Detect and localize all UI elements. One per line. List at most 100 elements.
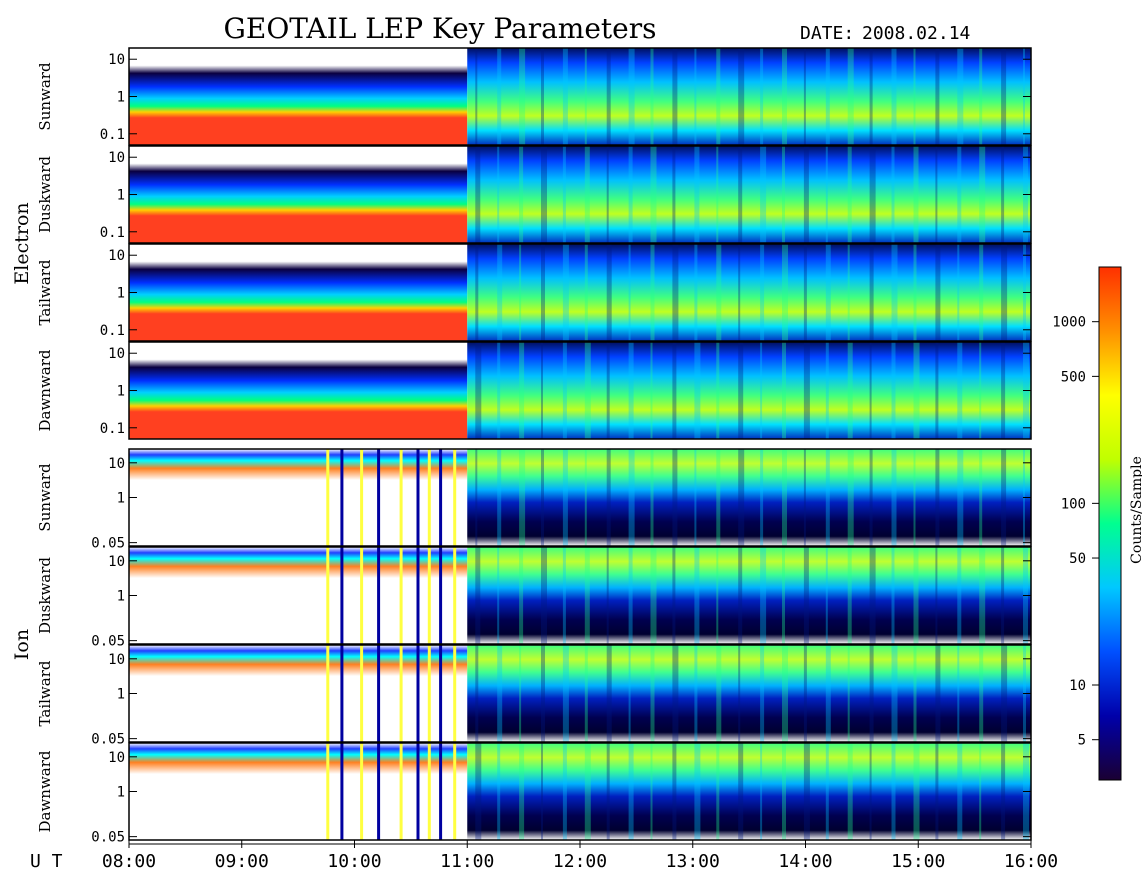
spectrum-streak xyxy=(738,146,743,243)
group-label-electron: Electron xyxy=(11,202,33,284)
spectrum-streak xyxy=(716,547,719,644)
spectrum-streak xyxy=(913,645,917,742)
spectrum-streak xyxy=(891,547,895,644)
spectrum-streak xyxy=(913,342,920,439)
spectrum-gap xyxy=(427,449,431,546)
spectrum-streak xyxy=(957,244,960,341)
spectrum-gap xyxy=(326,645,330,742)
spectrum-streak xyxy=(891,645,898,742)
spectrum-streak xyxy=(541,48,544,145)
spectrum-gap xyxy=(453,645,457,742)
y-tick-label: 0.1 xyxy=(100,323,125,339)
spectrum-streak xyxy=(672,449,678,546)
spectrum-streak xyxy=(803,743,810,840)
spectrum-streak xyxy=(628,449,635,546)
spectrum-streak xyxy=(738,449,745,546)
spectrum-streak xyxy=(957,48,964,145)
spectrum-streak xyxy=(694,449,697,546)
figure-title: GEOTAIL LEP Key Parameters xyxy=(224,12,657,45)
spectrum-streak xyxy=(628,645,631,742)
colorbar-ticks: 5 10 50 100 500 1000 xyxy=(1052,315,1099,749)
y-tick-label: 1 xyxy=(117,589,125,605)
spectrum-streak xyxy=(562,244,569,341)
spectrum-streak xyxy=(519,449,526,546)
spectrum-streak xyxy=(913,244,917,341)
spectrum-region-quiet xyxy=(129,342,468,439)
spectrum-streak xyxy=(694,645,698,742)
spectrum-streak xyxy=(935,449,940,546)
spectrum-streak xyxy=(606,48,611,145)
spectrum-streak xyxy=(979,645,984,742)
spectrum-streak xyxy=(782,48,787,145)
spectrum-streak xyxy=(475,342,482,439)
y-tick-label: 10 xyxy=(108,346,125,362)
y-tick-label: 10 xyxy=(108,150,125,166)
spectrum-region-active xyxy=(467,342,1031,439)
y-tick-label: 10 xyxy=(108,554,125,570)
spectrum-streak xyxy=(760,743,763,840)
spectrum-streak xyxy=(803,449,806,546)
spectrum-gap xyxy=(453,743,457,840)
spectrum-gap xyxy=(340,547,344,644)
date-label: DATE: xyxy=(800,23,854,44)
x-tick-label: 08:00 xyxy=(102,851,156,872)
spectrum-region-active xyxy=(467,244,1031,341)
spectrum-streak xyxy=(935,244,941,341)
spectrum-gap xyxy=(340,449,344,546)
spectrum-streak xyxy=(760,146,767,243)
spectrum-region-active xyxy=(467,547,1031,644)
y-tick-label: 10 xyxy=(108,456,125,472)
spectrum-streak xyxy=(847,342,853,439)
spectrum-region-quiet xyxy=(129,547,468,644)
spectrum-streak xyxy=(1001,547,1005,644)
spectrum-streak xyxy=(891,449,897,546)
spectrum-streak xyxy=(869,342,872,439)
spectrum-region-quiet xyxy=(129,146,468,243)
spectrum-streak xyxy=(716,449,721,546)
spectrum-streak xyxy=(716,645,722,742)
panel-label: Sunward xyxy=(36,463,54,532)
spectrum-streak xyxy=(803,48,806,145)
date-value: 2008.02.14 xyxy=(862,23,970,44)
spectrum-streak xyxy=(519,146,524,243)
spectrum-streak xyxy=(475,244,479,341)
spectrum-streak xyxy=(475,146,481,243)
spectrum-streak xyxy=(738,342,744,439)
spectrum-streak xyxy=(979,342,982,439)
spectrum-streak xyxy=(957,146,962,243)
y-tick-label: 0.05 xyxy=(91,732,125,748)
spectrum-region-quiet xyxy=(129,743,468,840)
spectrum-gap xyxy=(439,547,443,644)
spectrum-streak xyxy=(716,146,719,243)
spectrogram-panels: 10 1 0.1 Sunward 10 1 0.1 Duskward 10 1 0.1 Tailwar… xyxy=(36,47,1032,846)
spectrum-streak xyxy=(847,244,850,341)
colorbar-tick-label: 500 xyxy=(1061,369,1086,385)
spectrum-streak xyxy=(738,645,741,742)
spectrum-streak xyxy=(475,645,479,742)
spectrum-streak xyxy=(606,547,609,644)
spectrum-streak xyxy=(584,48,587,145)
spectrum-streak xyxy=(497,449,502,546)
spectrum-streak xyxy=(760,342,763,439)
spectrum-gap xyxy=(427,743,431,840)
spectrum-streak xyxy=(541,146,547,243)
spectrum-streak xyxy=(782,342,786,439)
colorbar-tick-label: 5 xyxy=(1078,733,1086,749)
spectrum-streak xyxy=(782,449,787,546)
spectrum-streak xyxy=(1001,146,1005,243)
panel-label: Duskward xyxy=(36,557,54,634)
panel-label: Duskward xyxy=(36,156,54,233)
spectrum-gap xyxy=(360,743,364,840)
spectrum-streak xyxy=(694,244,698,341)
spectrum-streak xyxy=(979,449,983,546)
spectrum-streak xyxy=(562,449,568,546)
spectrum-streak xyxy=(782,547,785,644)
spectrum-streak xyxy=(628,244,631,341)
spectrum-streak xyxy=(584,449,587,546)
spectrum-streak xyxy=(584,743,591,840)
spectrum-streak xyxy=(650,743,653,840)
spectrum-streak xyxy=(606,645,612,742)
spectrum-streak xyxy=(891,48,897,145)
spectrum-streak xyxy=(475,449,478,546)
